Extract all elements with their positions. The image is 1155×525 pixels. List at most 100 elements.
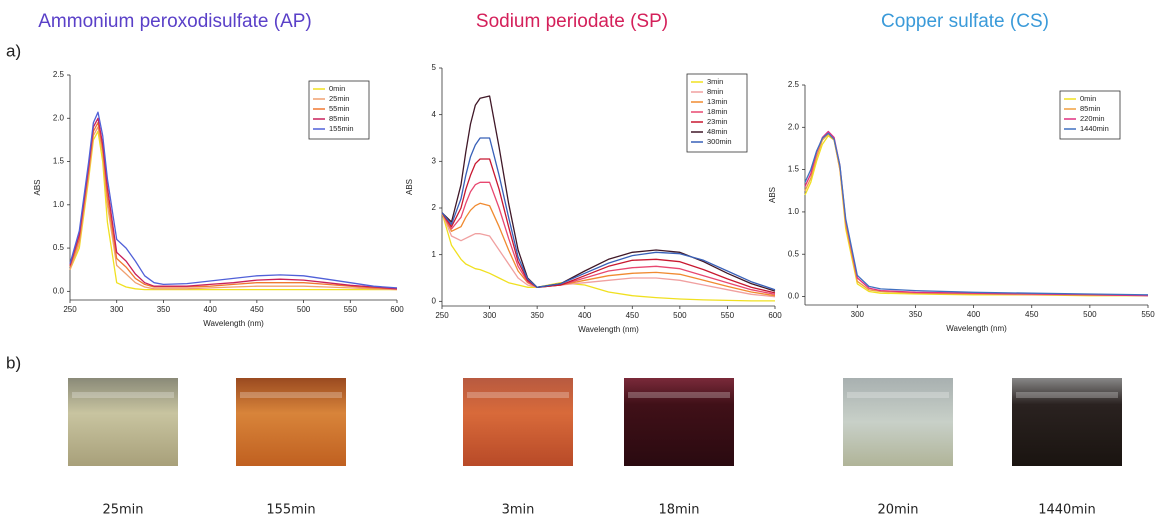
x-tick-label: 350 <box>530 311 544 320</box>
photo-rim <box>1016 392 1118 398</box>
legend-label: 155min <box>329 124 354 133</box>
y-tick-label: 0.5 <box>53 243 65 252</box>
legend-label: 23min <box>707 117 727 126</box>
x-axis-label: Wavelength (nm) <box>578 325 639 334</box>
photo-rim <box>628 392 730 398</box>
series-line <box>69 126 398 291</box>
y-tick-label: 2 <box>432 203 437 212</box>
x-tick-label: 450 <box>626 311 640 320</box>
legend-label: 85min <box>329 114 349 123</box>
series-line <box>69 111 398 289</box>
legend-box <box>686 73 748 153</box>
photo-caption: 18min <box>658 503 699 518</box>
legend-label: 18min <box>707 107 727 116</box>
x-tick-label: 250 <box>63 305 77 314</box>
y-tick-label: 0.5 <box>788 249 800 258</box>
x-tick-label: 550 <box>344 305 358 314</box>
y-tick-label: 5 <box>432 63 437 72</box>
x-tick-label: 600 <box>390 305 404 314</box>
y-tick-label: 4 <box>432 110 437 119</box>
photo-rim <box>72 392 174 398</box>
y-tick-label: 0.0 <box>53 286 65 295</box>
legend-label: 0min <box>1080 94 1096 103</box>
x-tick-label: 550 <box>721 311 735 320</box>
x-tick-label: 400 <box>578 311 592 320</box>
x-tick-label: 300 <box>483 311 497 320</box>
legend-label: 0min <box>329 84 345 93</box>
y-axis-label: ABS <box>768 187 777 203</box>
series-line <box>441 212 775 302</box>
legend-label: 220min <box>1080 114 1105 123</box>
photo-rim <box>847 392 949 398</box>
series-line <box>69 130 397 291</box>
chart-title: Copper sulfate (CS) <box>881 11 1049 32</box>
y-tick-label: 2.5 <box>53 70 65 79</box>
chart-title: Sodium periodate (SP) <box>476 11 668 32</box>
series-line <box>69 117 398 290</box>
x-tick-label: 500 <box>297 305 311 314</box>
legend-label: 48min <box>707 127 727 136</box>
photo-caption: 3min <box>502 503 535 518</box>
x-tick-label: 350 <box>909 310 923 319</box>
y-tick-label: 3 <box>432 156 437 165</box>
x-tick-label: 300 <box>851 310 865 319</box>
y-tick-label: 2.0 <box>788 122 800 131</box>
x-tick-label: 250 <box>435 311 449 320</box>
series-line <box>804 132 1149 296</box>
y-tick-label: 2.0 <box>53 113 65 122</box>
y-tick-label: 1 <box>432 250 437 259</box>
y-tick-label: 1.0 <box>788 207 800 216</box>
y-tick-label: 1.5 <box>788 165 800 174</box>
x-tick-label: 400 <box>203 305 217 314</box>
legend-label: 1440min <box>1080 124 1109 133</box>
x-tick-label: 300 <box>110 305 124 314</box>
y-tick-label: 1.5 <box>53 157 65 166</box>
legend-label: 3min <box>707 77 723 86</box>
y-axis-label: ABS <box>33 179 42 195</box>
x-axis-label: Wavelength (nm) <box>946 324 1007 333</box>
photo-caption: 20min <box>877 503 918 518</box>
legend-label: 85min <box>1080 104 1100 113</box>
legend-label: 55min <box>329 104 349 113</box>
x-tick-label: 500 <box>673 311 687 320</box>
photo <box>236 378 346 466</box>
photo-rim <box>240 392 342 398</box>
photo-caption: 155min <box>266 503 315 518</box>
y-axis-label: ABS <box>405 179 414 195</box>
x-tick-label: 550 <box>1141 310 1155 319</box>
x-tick-label: 400 <box>967 310 981 319</box>
series-line <box>441 137 776 291</box>
x-axis-label: Wavelength (nm) <box>203 319 264 328</box>
y-tick-label: 0 <box>432 296 437 305</box>
photo <box>624 378 734 466</box>
x-tick-label: 450 <box>1025 310 1039 319</box>
series-line <box>441 181 776 295</box>
x-tick-label: 450 <box>250 305 264 314</box>
chart-title: Ammonium peroxodisulfate (AP) <box>38 11 312 32</box>
legend-label: 8min <box>707 87 723 96</box>
x-tick-label: 600 <box>768 311 782 320</box>
legend-label: 13min <box>707 97 727 106</box>
y-tick-label: 1.0 <box>53 200 65 209</box>
photo-rim <box>467 392 569 398</box>
photo-caption: 25min <box>102 503 143 518</box>
series-line <box>69 121 398 290</box>
series-line <box>804 133 1149 297</box>
legend-label: 25min <box>329 94 349 103</box>
panel-label: b) <box>6 353 21 372</box>
series-line <box>441 158 776 294</box>
photo <box>68 378 178 466</box>
x-tick-label: 350 <box>157 305 171 314</box>
series-line <box>441 212 776 298</box>
y-tick-label: 0.0 <box>788 292 800 301</box>
legend-label: 300min <box>707 137 732 146</box>
photo <box>1012 378 1122 466</box>
series-line <box>441 202 776 297</box>
photo-caption: 1440min <box>1038 503 1096 518</box>
y-tick-label: 2.5 <box>788 80 800 89</box>
x-tick-label: 500 <box>1083 310 1097 319</box>
photo <box>463 378 573 466</box>
panel-label: a) <box>6 41 21 60</box>
photo <box>843 378 953 466</box>
